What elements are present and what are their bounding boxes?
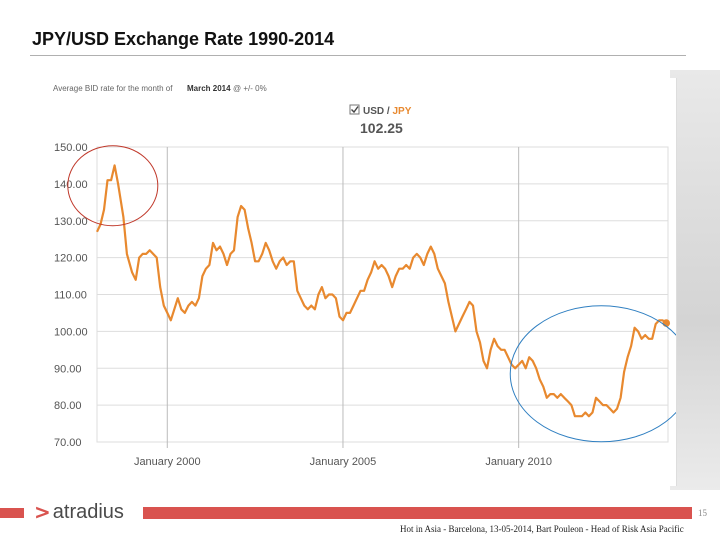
- caption-suffix: @ +/- 0%: [233, 84, 267, 93]
- pair-base: USD: [363, 106, 384, 117]
- y-tick-label: 110.00: [54, 290, 87, 302]
- x-tick-label: January 2005: [310, 456, 377, 468]
- footer-accent-bar: [143, 507, 692, 519]
- title-divider: [30, 55, 686, 56]
- chart-panel: Average BID rate for the month of March …: [39, 78, 677, 486]
- logo-chevron-icon: >: [34, 500, 51, 524]
- series-layer: [96, 164, 671, 418]
- pair-separator: /: [384, 106, 392, 117]
- slide-title: JPY/USD Exchange Rate 1990-2014: [32, 29, 335, 49]
- y-tick-label: 130.00: [54, 216, 88, 228]
- y-tick-label: 150.00: [54, 142, 88, 154]
- atradius-logo: > atradius: [34, 500, 124, 524]
- pair-checkbox[interactable]: [349, 104, 360, 115]
- pair-quote: JPY: [392, 106, 411, 117]
- y-tick-label: 120.00: [54, 253, 88, 265]
- caption-prefix: Average BID rate for the month of: [53, 84, 173, 93]
- y-tick-label: 100.00: [54, 326, 88, 338]
- series-line: [96, 164, 667, 418]
- x-tick-label: January 2000: [134, 456, 201, 468]
- background-band: [670, 70, 720, 490]
- highlight-circle-blue: [509, 305, 676, 443]
- y-axis-ticks: 150.00 140.00 130.00 120.00 110.00 100.00 90.0…: [54, 142, 88, 449]
- exchange-rate-chart: Average BID rate for the month of March …: [53, 84, 676, 468]
- caption-month: March 2014: [187, 84, 231, 93]
- footer-accent-left: [0, 508, 24, 518]
- y-tick-label: 80.00: [54, 400, 82, 412]
- annotation-layer: [67, 145, 676, 443]
- y-tick-label: 140.00: [54, 179, 88, 191]
- grid-layer: [96, 146, 669, 448]
- pair-label: USD / JPY: [363, 106, 412, 117]
- logo-wordmark: atradius: [52, 500, 124, 523]
- y-tick-label: 90.00: [54, 363, 82, 375]
- y-tick-label: 70.00: [54, 437, 82, 449]
- x-tick-label: January 2010: [485, 456, 552, 468]
- footer-note: Hot in Asia - Barcelona, 13-05-2014, Bar…: [400, 524, 684, 534]
- x-axis-ticks: January 2000 January 2005 January 2010: [134, 456, 552, 468]
- current-value: 102.25: [360, 120, 403, 136]
- highlight-circle-red: [67, 145, 159, 227]
- checkmark-icon: [351, 106, 359, 114]
- page-number: 15: [698, 508, 707, 518]
